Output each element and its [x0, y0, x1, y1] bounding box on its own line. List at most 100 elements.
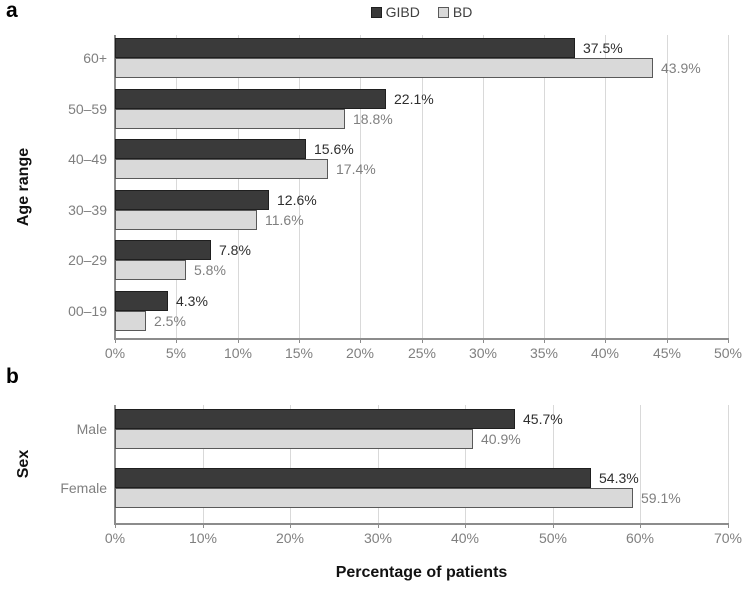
value-label-bd: 40.9%	[481, 431, 521, 447]
value-label-bd: 43.9%	[661, 60, 701, 76]
tick-mark	[378, 523, 379, 528]
gridline	[238, 35, 239, 338]
tick-label: 45%	[652, 345, 682, 361]
tick-mark	[422, 338, 423, 343]
tick-label: 10%	[223, 345, 253, 361]
category-label: 20–29	[68, 252, 107, 268]
value-label-bd: 17.4%	[336, 161, 376, 177]
bar-gibd-00–19	[115, 291, 168, 311]
tick-label: 30%	[363, 530, 393, 546]
value-label-gibd: 45.7%	[523, 411, 563, 427]
bar-bd-30–39	[115, 210, 257, 230]
value-label-gibd: 12.6%	[277, 192, 317, 208]
plot-area-age-range: 0% 5% 10% 15% 20% 25% 30% 35% 40% 45% 50% 37.5% 43.9…	[68, 35, 742, 361]
legend-swatch-bd-icon	[437, 6, 449, 18]
y-axis-line	[114, 35, 116, 339]
value-label-gibd: 7.8%	[219, 242, 251, 258]
tick-mark	[640, 523, 641, 528]
tick-label: 50%	[538, 530, 568, 546]
x-axis-title: Percentage of patients	[335, 564, 508, 581]
tick-mark	[238, 338, 239, 343]
legend: GIBD BD	[115, 2, 728, 22]
value-label-gibd: 15.6%	[314, 141, 354, 157]
value-label-bd: 2.5%	[154, 313, 186, 329]
tick-label: 15%	[284, 345, 314, 361]
category-label: 50–59	[68, 101, 107, 117]
category-label: 40–49	[68, 151, 107, 167]
tick-mark	[553, 523, 554, 528]
legend-swatch-gibd-icon	[370, 6, 382, 18]
gridline	[422, 35, 423, 338]
bar-gibd-60+	[115, 38, 575, 58]
category-label: 00–19	[68, 303, 107, 319]
tick-label: 0%	[104, 530, 126, 546]
value-label-bd: 11.6%	[265, 212, 304, 228]
tick-mark	[605, 338, 606, 343]
tick-mark	[203, 523, 204, 528]
bar-gibd-40–49	[115, 139, 306, 159]
plot-area-sex: 0% 10% 20% 30% 40% 50% 60% 70% 45.7% 40.9% Male 54.…	[60, 405, 742, 546]
y-axis-title-sex: Sex	[15, 449, 32, 479]
tick-label: 20%	[275, 530, 305, 546]
gridline	[553, 405, 554, 523]
tick-label: 10%	[188, 530, 218, 546]
legend-item-gibd: GIBD	[370, 4, 420, 20]
bar-bd-40–49	[115, 159, 328, 179]
tick-label: 30%	[468, 345, 498, 361]
value-label-gibd: 54.3%	[599, 470, 639, 486]
tick-label: 0%	[104, 345, 126, 361]
tick-label: 50%	[713, 345, 743, 361]
gridline	[640, 405, 641, 523]
value-label-gibd: 22.1%	[394, 91, 434, 107]
tick-mark	[465, 523, 466, 528]
gridline	[728, 405, 729, 523]
tick-label: 25%	[407, 345, 437, 361]
tick-mark	[728, 523, 729, 528]
bar-gibd-20–29	[115, 240, 211, 260]
tick-mark	[483, 338, 484, 343]
tick-mark	[176, 338, 177, 343]
category-label: Female	[60, 480, 107, 496]
gridline	[544, 35, 545, 338]
tick-label: 40%	[590, 345, 620, 361]
tick-mark	[360, 338, 361, 343]
gridline	[728, 35, 729, 338]
legend-item-bd: BD	[437, 4, 473, 20]
x-axis-line	[114, 338, 729, 340]
tick-mark	[544, 338, 545, 343]
tick-mark	[115, 523, 116, 528]
category-label: 30–39	[68, 202, 107, 218]
bar-bd-Female	[115, 488, 633, 508]
bar-bd-20–29	[115, 260, 186, 280]
tick-label: 5%	[165, 345, 187, 361]
legend-label-gibd: GIBD	[385, 4, 420, 20]
value-label-gibd: 4.3%	[176, 293, 208, 309]
tick-label: 70%	[713, 530, 743, 546]
category-label: 60+	[83, 50, 107, 66]
legend-label-bd: BD	[452, 4, 473, 20]
x-axis-line	[114, 523, 729, 525]
gridline	[483, 35, 484, 338]
gridline	[667, 35, 668, 338]
gridline	[203, 405, 204, 523]
bar-gibd-50–59	[115, 89, 386, 109]
bar-bd-50–59	[115, 109, 345, 129]
bar-bd-Male	[115, 429, 473, 449]
tick-mark	[728, 338, 729, 343]
category-label: Male	[76, 421, 107, 437]
bar-gibd-30–39	[115, 190, 269, 210]
gridline	[176, 35, 177, 338]
gridline	[605, 35, 606, 338]
y-axis-line	[114, 405, 116, 524]
value-label-gibd: 37.5%	[583, 40, 623, 56]
value-label-bd: 5.8%	[194, 262, 226, 278]
bar-gibd-Male	[115, 409, 515, 429]
gridline	[465, 405, 466, 523]
gridline	[290, 405, 291, 523]
bar-bd-00–19	[115, 311, 146, 331]
tick-label: 40%	[450, 530, 480, 546]
tick-label: 35%	[529, 345, 559, 361]
tick-mark	[290, 523, 291, 528]
tick-mark	[115, 338, 116, 343]
